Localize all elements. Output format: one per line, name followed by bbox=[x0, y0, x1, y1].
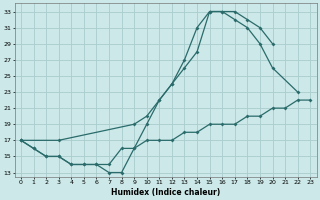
X-axis label: Humidex (Indice chaleur): Humidex (Indice chaleur) bbox=[111, 188, 220, 197]
